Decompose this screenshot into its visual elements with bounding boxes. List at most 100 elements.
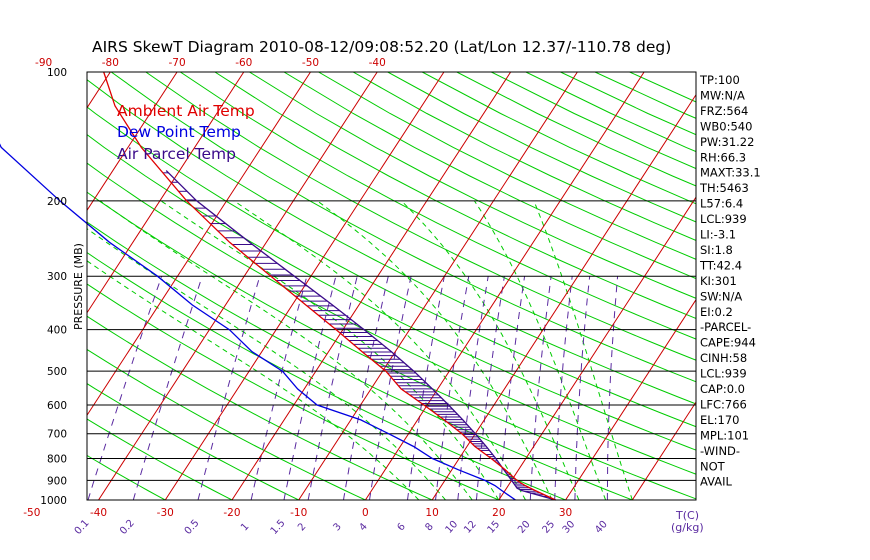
- mixing-ratio-label: 0.1: [73, 518, 92, 537]
- temp-tick-label-top: -50: [302, 57, 319, 69]
- temp-tick-label-bottom: -50: [23, 507, 40, 519]
- temp-tick-label-top: -40: [369, 57, 386, 69]
- index-label: -WIND-: [700, 444, 740, 458]
- dry-adiabat: [456, 72, 696, 187]
- dry-adiabat: [87, 79, 696, 405]
- isotherm: [364, 72, 645, 500]
- dry-adiabat: [352, 72, 696, 241]
- mixing-ratio-line: [574, 276, 591, 500]
- isotherm: [87, 72, 311, 417]
- dry-adiabat: [318, 72, 696, 260]
- index-label: EI:0.2: [700, 305, 733, 319]
- dry-adiabat: [525, 72, 696, 153]
- index-label: PW:31.22: [700, 135, 754, 149]
- mixing-ratio-line: [606, 276, 619, 500]
- mixing-ratio-line: [307, 276, 358, 500]
- mixing-ratio-line: [457, 276, 489, 500]
- temp-tick-label-bottom: -10: [290, 507, 307, 519]
- index-label: SI:1.8: [700, 243, 733, 257]
- index-label: EL:170: [700, 413, 740, 427]
- dry-adiabat: [87, 315, 433, 500]
- index-label: CAPE:944: [700, 336, 756, 350]
- moist-adiabat: [99, 200, 473, 500]
- mixing-ratio-line: [529, 276, 552, 500]
- mixing-ratio-label: 15: [485, 519, 502, 536]
- mixing-ratio-line: [369, 276, 412, 500]
- pressure-tick-label: 800: [47, 454, 67, 466]
- index-label: MPL:101: [700, 428, 749, 442]
- dry-adiabat: [87, 383, 299, 500]
- index-label: TT:42.4: [699, 258, 742, 272]
- mixing-ratio-label: 2: [296, 521, 308, 533]
- mixing-ratio-line: [132, 276, 203, 500]
- isotherm: [0, 72, 44, 500]
- legend-ambient-temp: Ambient Air Temp: [117, 102, 255, 120]
- dry-adiabat: [87, 454, 166, 500]
- plot-frame: [86, 71, 697, 501]
- isotherm: [231, 72, 512, 500]
- index-label: CAP:0.0: [700, 382, 745, 396]
- dry-adiabat: [283, 72, 696, 280]
- mixing-ratio-label: 4: [357, 521, 369, 533]
- dry-adiabat: [87, 162, 696, 475]
- pressure-tick-label: 300: [47, 271, 67, 283]
- isotherm: [431, 93, 696, 500]
- chart-title: AIRS SkewT Diagram 2010-08-12/09:08:52.2…: [92, 38, 671, 56]
- temp-tick-label-bottom: -40: [90, 507, 107, 519]
- index-label: KI:301: [700, 274, 737, 288]
- moist-adiabat: [316, 200, 553, 500]
- mixing-ratio-label: 10: [444, 519, 461, 536]
- dry-adiabat: [214, 72, 696, 319]
- dry-adiabat: [87, 106, 696, 428]
- y-axis-label: PRESSURE (MB): [72, 243, 85, 330]
- dry-adiabat: [491, 72, 696, 170]
- dry-adiabat: [421, 72, 696, 205]
- mixing-ratio-line: [197, 276, 261, 500]
- pressure-tick-label: 200: [47, 196, 67, 208]
- mixing-ratio-label: 30: [561, 519, 578, 536]
- isotherm: [631, 401, 696, 500]
- series-dew-point: [0, 143, 516, 501]
- mixing-ratio-label: 0.2: [118, 518, 137, 537]
- series-parcel-temp: [165, 170, 556, 501]
- mixing-ratio-label: 6: [395, 521, 407, 533]
- temp-tick-label-bottom: -30: [157, 507, 174, 519]
- dry-adiabat: [387, 72, 696, 223]
- isotherm: [498, 196, 696, 500]
- mixing-ratio-line: [87, 276, 163, 500]
- mixing-ratio-line: [554, 276, 573, 500]
- temp-tick-label-top: -60: [235, 57, 252, 69]
- index-label: RH:66.3: [700, 150, 746, 164]
- index-label: LCL:939: [700, 367, 747, 381]
- index-label: TH:5463: [699, 181, 749, 195]
- pressure-tick-label: 900: [47, 475, 67, 487]
- mixing-ratio-label: 20: [516, 519, 533, 536]
- mixing-ratio-label: 1.5: [269, 518, 288, 537]
- dry-adiabat: [180, 72, 696, 340]
- index-label: SW:N/A: [700, 289, 742, 303]
- dry-adiabat: [87, 134, 696, 451]
- isotherm: [298, 72, 578, 500]
- mixing-ratio-label: 40: [593, 519, 610, 536]
- isotherm: [98, 72, 378, 500]
- index-label: MAXT:33.1: [700, 166, 761, 180]
- mixing-ratio-label: 12: [462, 519, 479, 536]
- index-label: L57:6.4: [700, 197, 743, 211]
- pressure-tick-label: 400: [47, 325, 67, 337]
- dry-adiabat: [87, 251, 566, 500]
- temp-tick-label-bottom: 10: [425, 507, 438, 519]
- index-label: -PARCEL-: [700, 320, 751, 334]
- mixing-ratio-label: 3: [331, 521, 343, 533]
- mixing-ratio-line: [499, 276, 526, 500]
- temp-tick-label-top: -70: [168, 57, 185, 69]
- index-label: CINH:58: [700, 351, 747, 365]
- pressure-tick-label: 700: [47, 429, 67, 441]
- dry-adiabat: [110, 72, 696, 383]
- legend-dew-point: Dew Point Temp: [117, 123, 241, 141]
- mixing-ratio-line: [250, 276, 308, 500]
- series-ambient-temp: [103, 71, 556, 501]
- mixing-ratio-label: 8: [423, 521, 435, 533]
- temp-tick-label-bottom: 30: [559, 507, 572, 519]
- dry-adiabat: [87, 221, 633, 500]
